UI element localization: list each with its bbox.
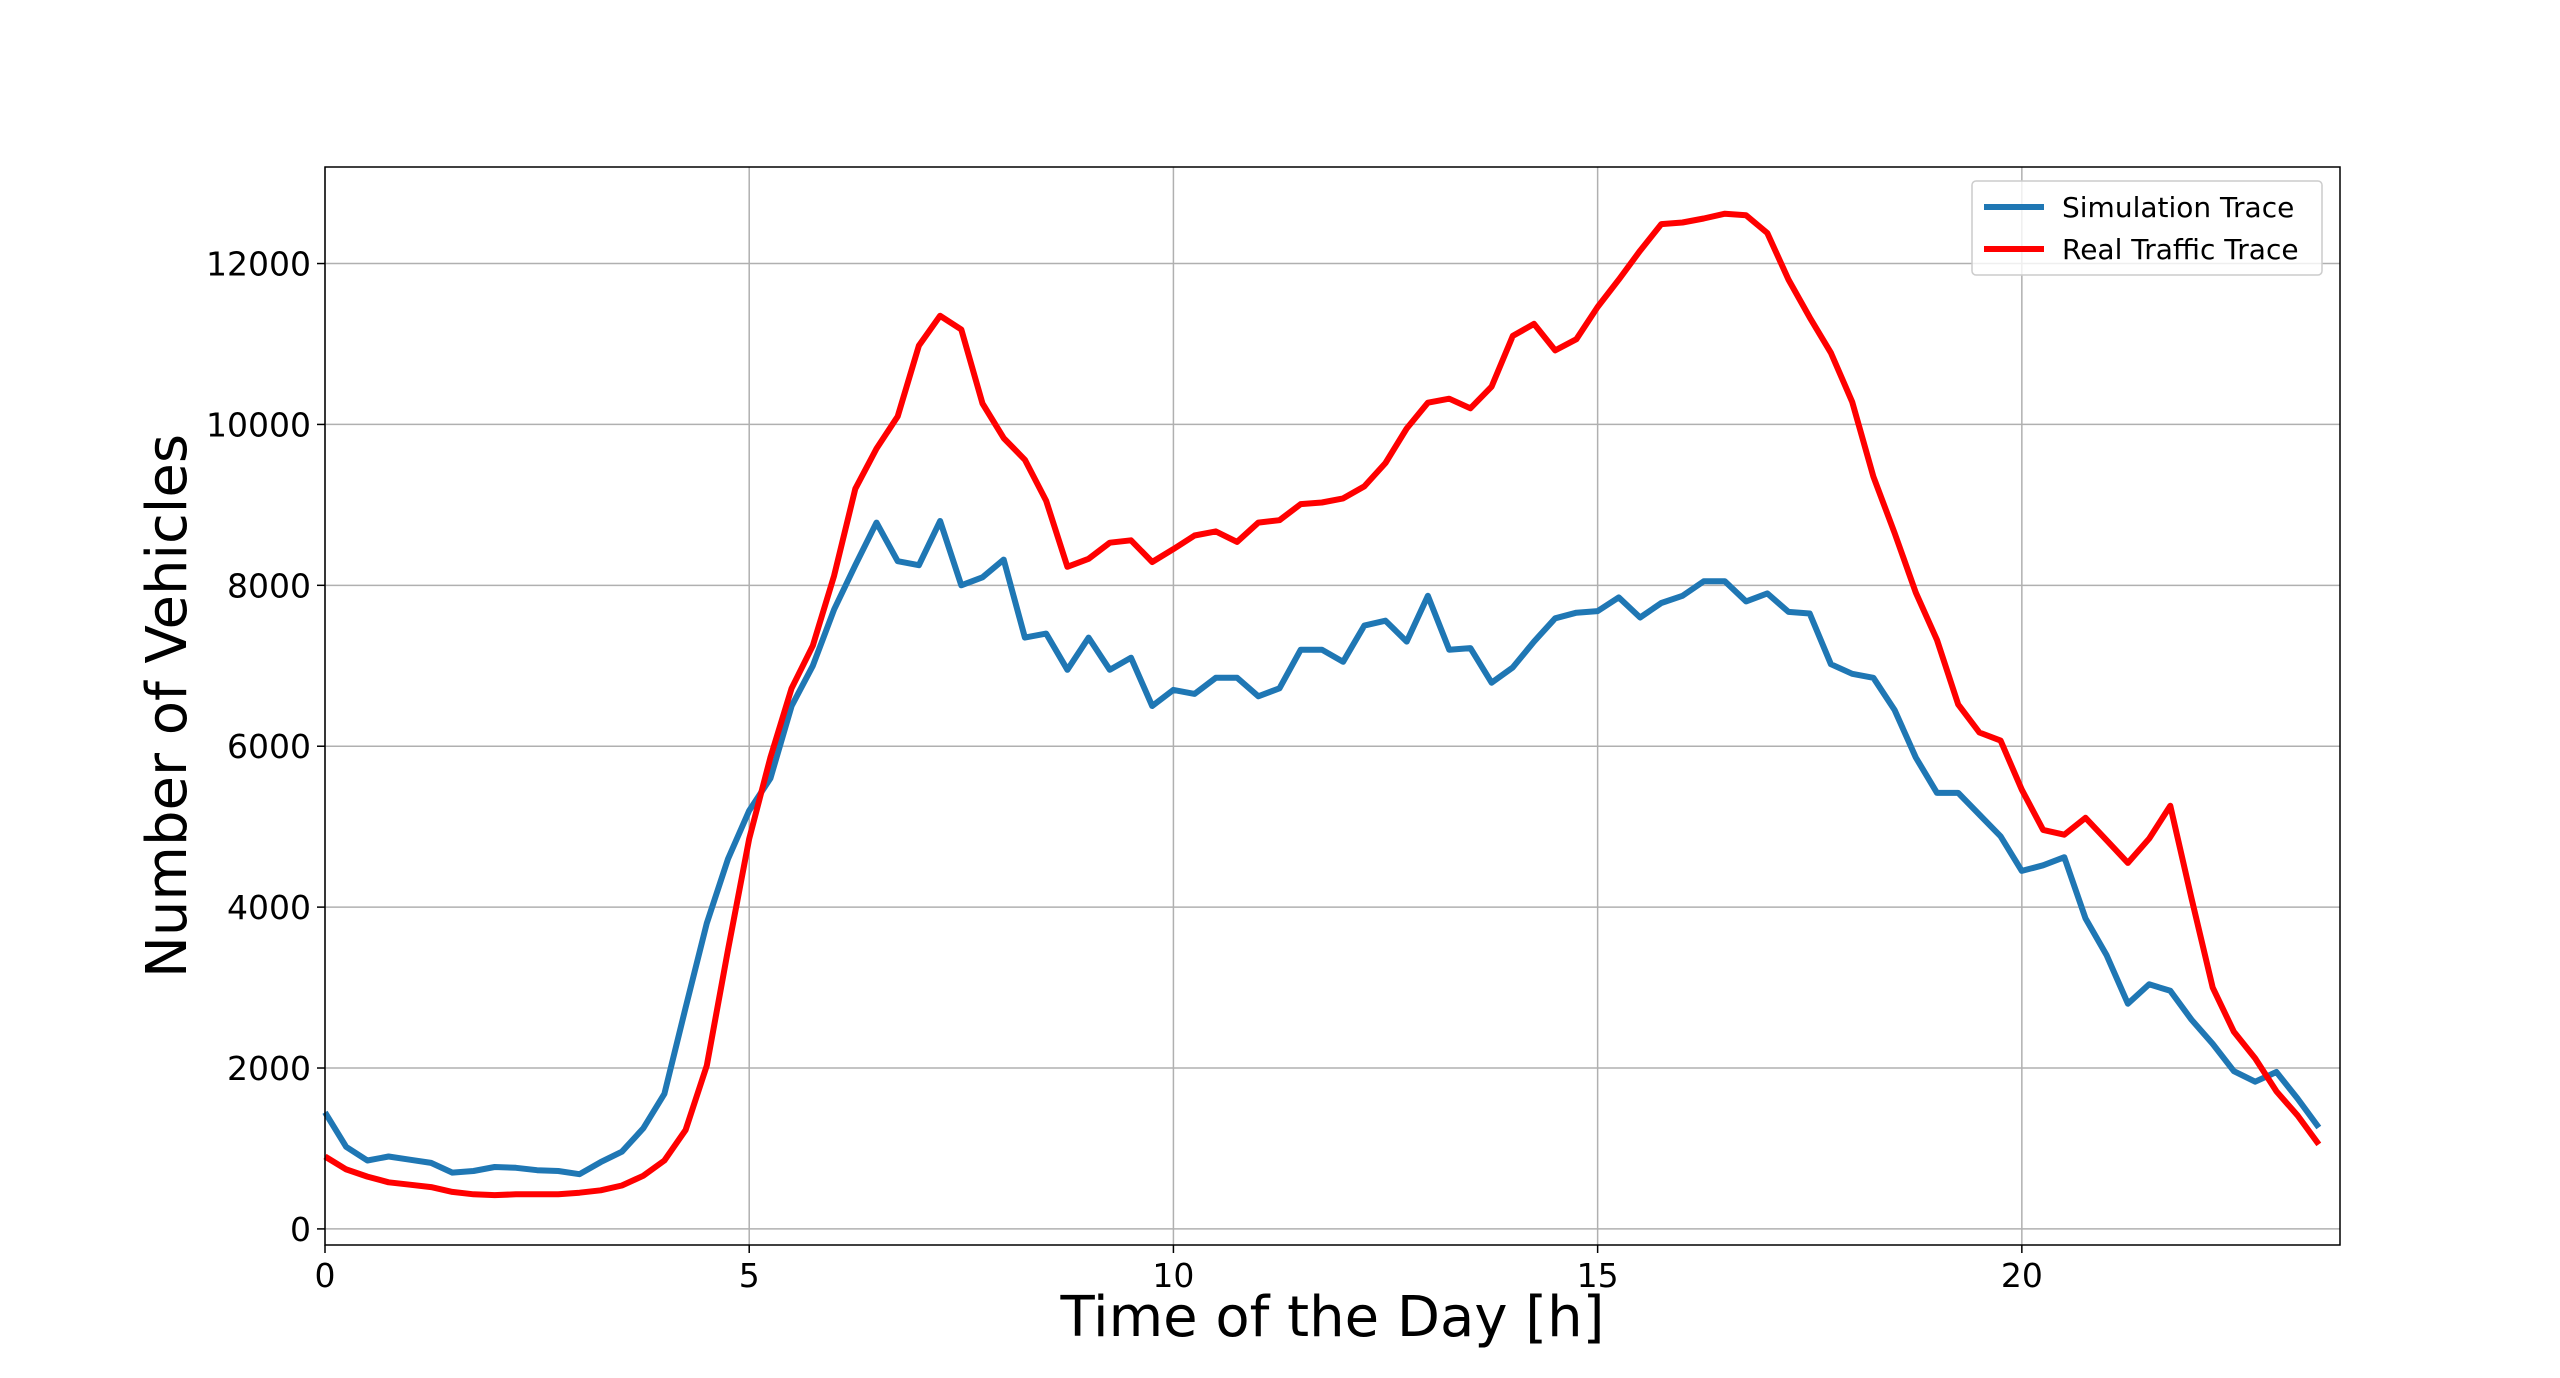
axis-ticks: 0 5 10 15 20 0 2000 4000 6000 8000 10000 12000 [206, 245, 2043, 1295]
y-tick-label: 2000 [227, 1049, 311, 1088]
y-tick-label: 10000 [206, 405, 311, 444]
y-tick-label: 0 [290, 1210, 311, 1249]
y-tick-label: 8000 [227, 566, 311, 605]
y-tick-label: 6000 [227, 727, 311, 766]
y-tick-label: 4000 [227, 888, 311, 927]
x-tick-label: 0 [315, 1256, 336, 1295]
series-lines [322, 210, 2322, 1199]
legend: Simulation Trace Real Traffic Trace [1971, 180, 2323, 276]
x-tick-label: 10 [1152, 1256, 1194, 1295]
legend-label-simulation-trace: Simulation Trace [2062, 191, 2294, 224]
x-tick-label: 5 [739, 1256, 760, 1295]
x-tick-label: 20 [2001, 1256, 2043, 1295]
plot-frame [324, 166, 2341, 1246]
legend-label-real-traffic-trace: Real Traffic Trace [2062, 233, 2299, 266]
y-axis-title: Number of Vehicles [135, 434, 200, 978]
grid [324, 167, 2340, 1245]
x-tick-label: 15 [1577, 1256, 1619, 1295]
series-line-real-traffic-trace [323, 210, 2322, 1199]
y-tick-label: 12000 [206, 245, 311, 284]
series-line-simulation-trace [322, 518, 2322, 1178]
x-axis-title: Time of the Day [h] [1060, 1285, 1605, 1350]
legend-box [1971, 180, 2323, 276]
